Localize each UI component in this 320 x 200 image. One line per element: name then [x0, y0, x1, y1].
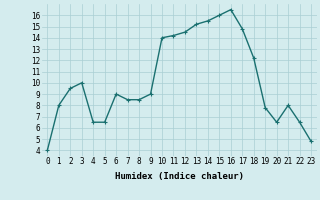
X-axis label: Humidex (Indice chaleur): Humidex (Indice chaleur): [115, 172, 244, 181]
